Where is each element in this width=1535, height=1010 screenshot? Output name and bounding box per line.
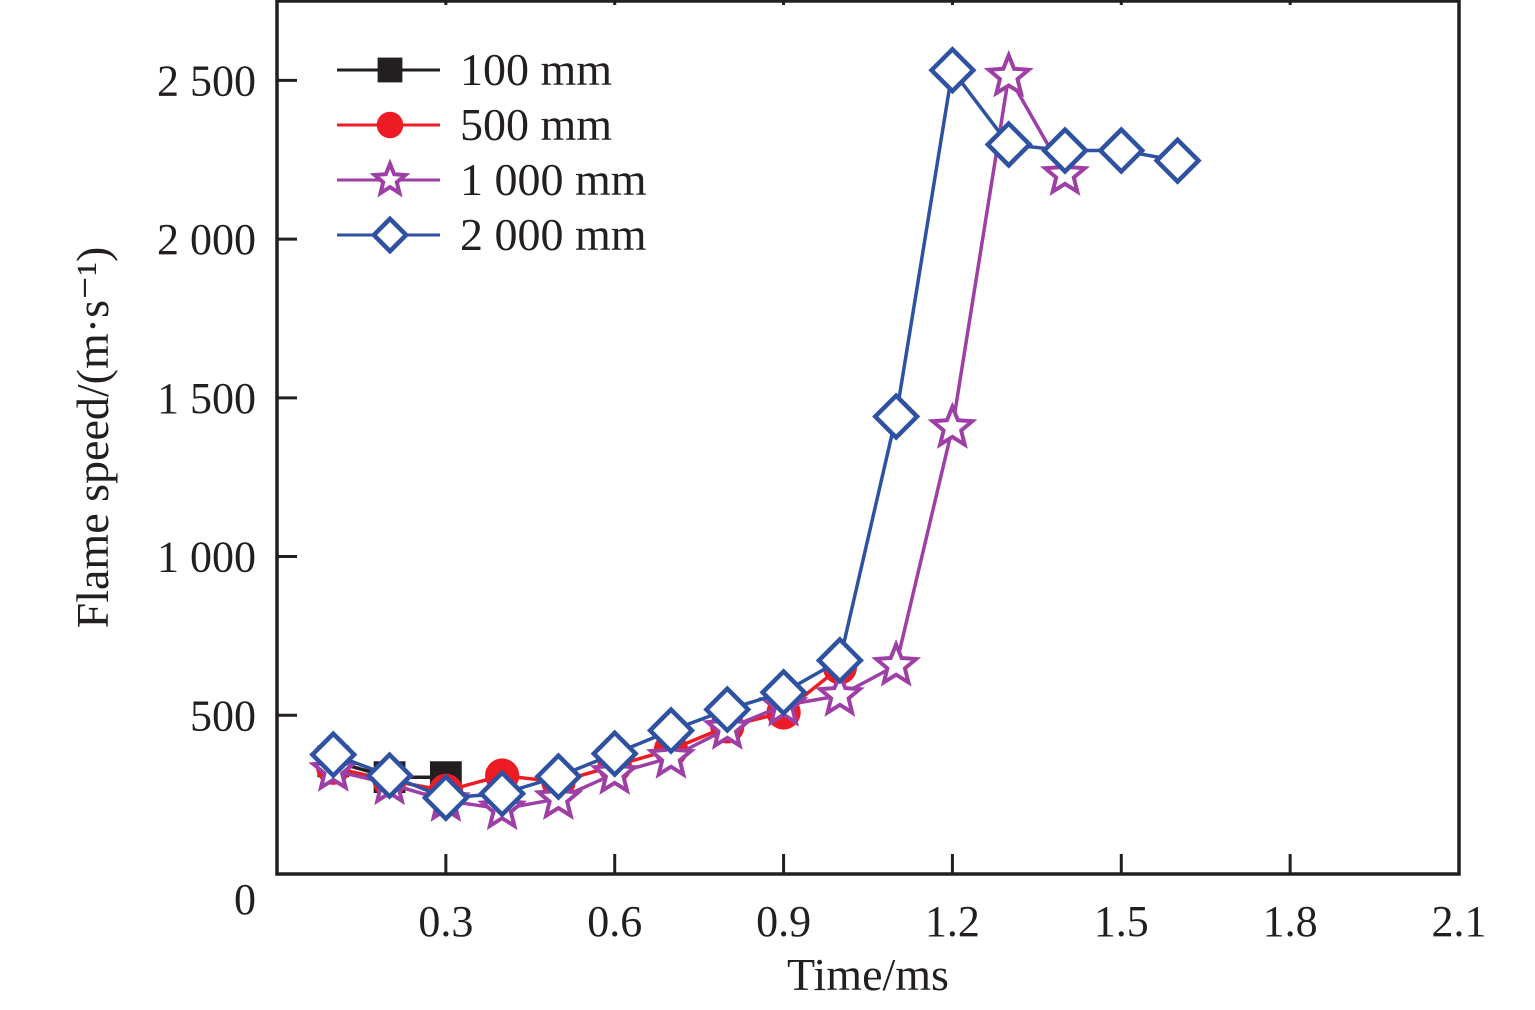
marker-star [871,639,922,687]
x-tick-label: 1.5 [1094,897,1149,946]
marker-diamond [370,215,410,255]
marker-star [814,669,865,717]
legend-item: 2 000 mm [337,209,647,260]
marker-diamond [365,751,414,800]
marker-diamond [1097,126,1146,175]
x-tick-label: 1.2 [925,897,980,946]
marker-diamond [590,729,639,778]
legend-label: 1 000 mm [460,154,647,205]
marker-circle [376,111,404,139]
marker-star [369,158,411,198]
legend-label: 100 mm [460,44,612,95]
series-2-000-mm [309,46,1202,822]
marker-star [927,401,978,449]
legend-label: 500 mm [460,99,612,150]
marker-diamond [478,769,527,818]
series-1-000-mm [308,49,1090,831]
x-tick-label: 1.8 [1263,897,1318,946]
x-axis-ticks: 0.3 0.6 0.9 1.2 1.5 1.8 2.1 [418,1,1487,946]
y-axis-ticks: 0 500 1 000 1 500 2 000 2 500 [157,56,297,924]
plot-frame [275,0,1461,876]
marker-diamond [1040,126,1090,175]
marker-diamond [309,730,358,779]
x-tick-label: 2.1 [1432,897,1487,946]
series-line [332,68,1178,800]
marker-diamond [872,392,921,441]
y-tick-label: 2 000 [157,215,256,264]
y-axis-title: Flame speed/(m·s⁻¹) [67,247,118,629]
series-line [332,74,1067,811]
marker-diamond [703,685,752,734]
y-tick-label: 500 [190,691,256,740]
legend-item: 500 mm [337,99,612,150]
plot-border [275,0,1461,876]
y-tick-label: 1 000 [157,533,256,582]
x-tick-label: 0.9 [756,897,811,946]
marker-diamond [1153,136,1202,185]
marker-square [377,57,403,83]
marker-diamond [759,668,808,717]
x-tick-label: 0.6 [587,897,642,946]
y-tick-label: 1 500 [157,374,256,423]
marker-diamond [984,120,1033,169]
x-axis-title: Time/ms [787,949,949,1000]
marker-diamond [928,46,977,95]
series-layer [308,46,1202,831]
marker-diamond [646,706,696,755]
marker-star [646,731,696,779]
legend-label: 2 000 mm [460,209,647,260]
marker-star [983,49,1034,98]
y-tick-label: 2 500 [157,56,256,105]
legend-item: 1 000 mm [337,154,647,205]
y-tick-label: 0 [234,875,256,924]
x-tick-label: 0.3 [418,897,473,946]
marker-diamond [815,636,864,685]
legend-item: 100 mm [337,44,612,95]
marker-diamond [534,752,583,801]
marker-diamond [421,773,470,822]
